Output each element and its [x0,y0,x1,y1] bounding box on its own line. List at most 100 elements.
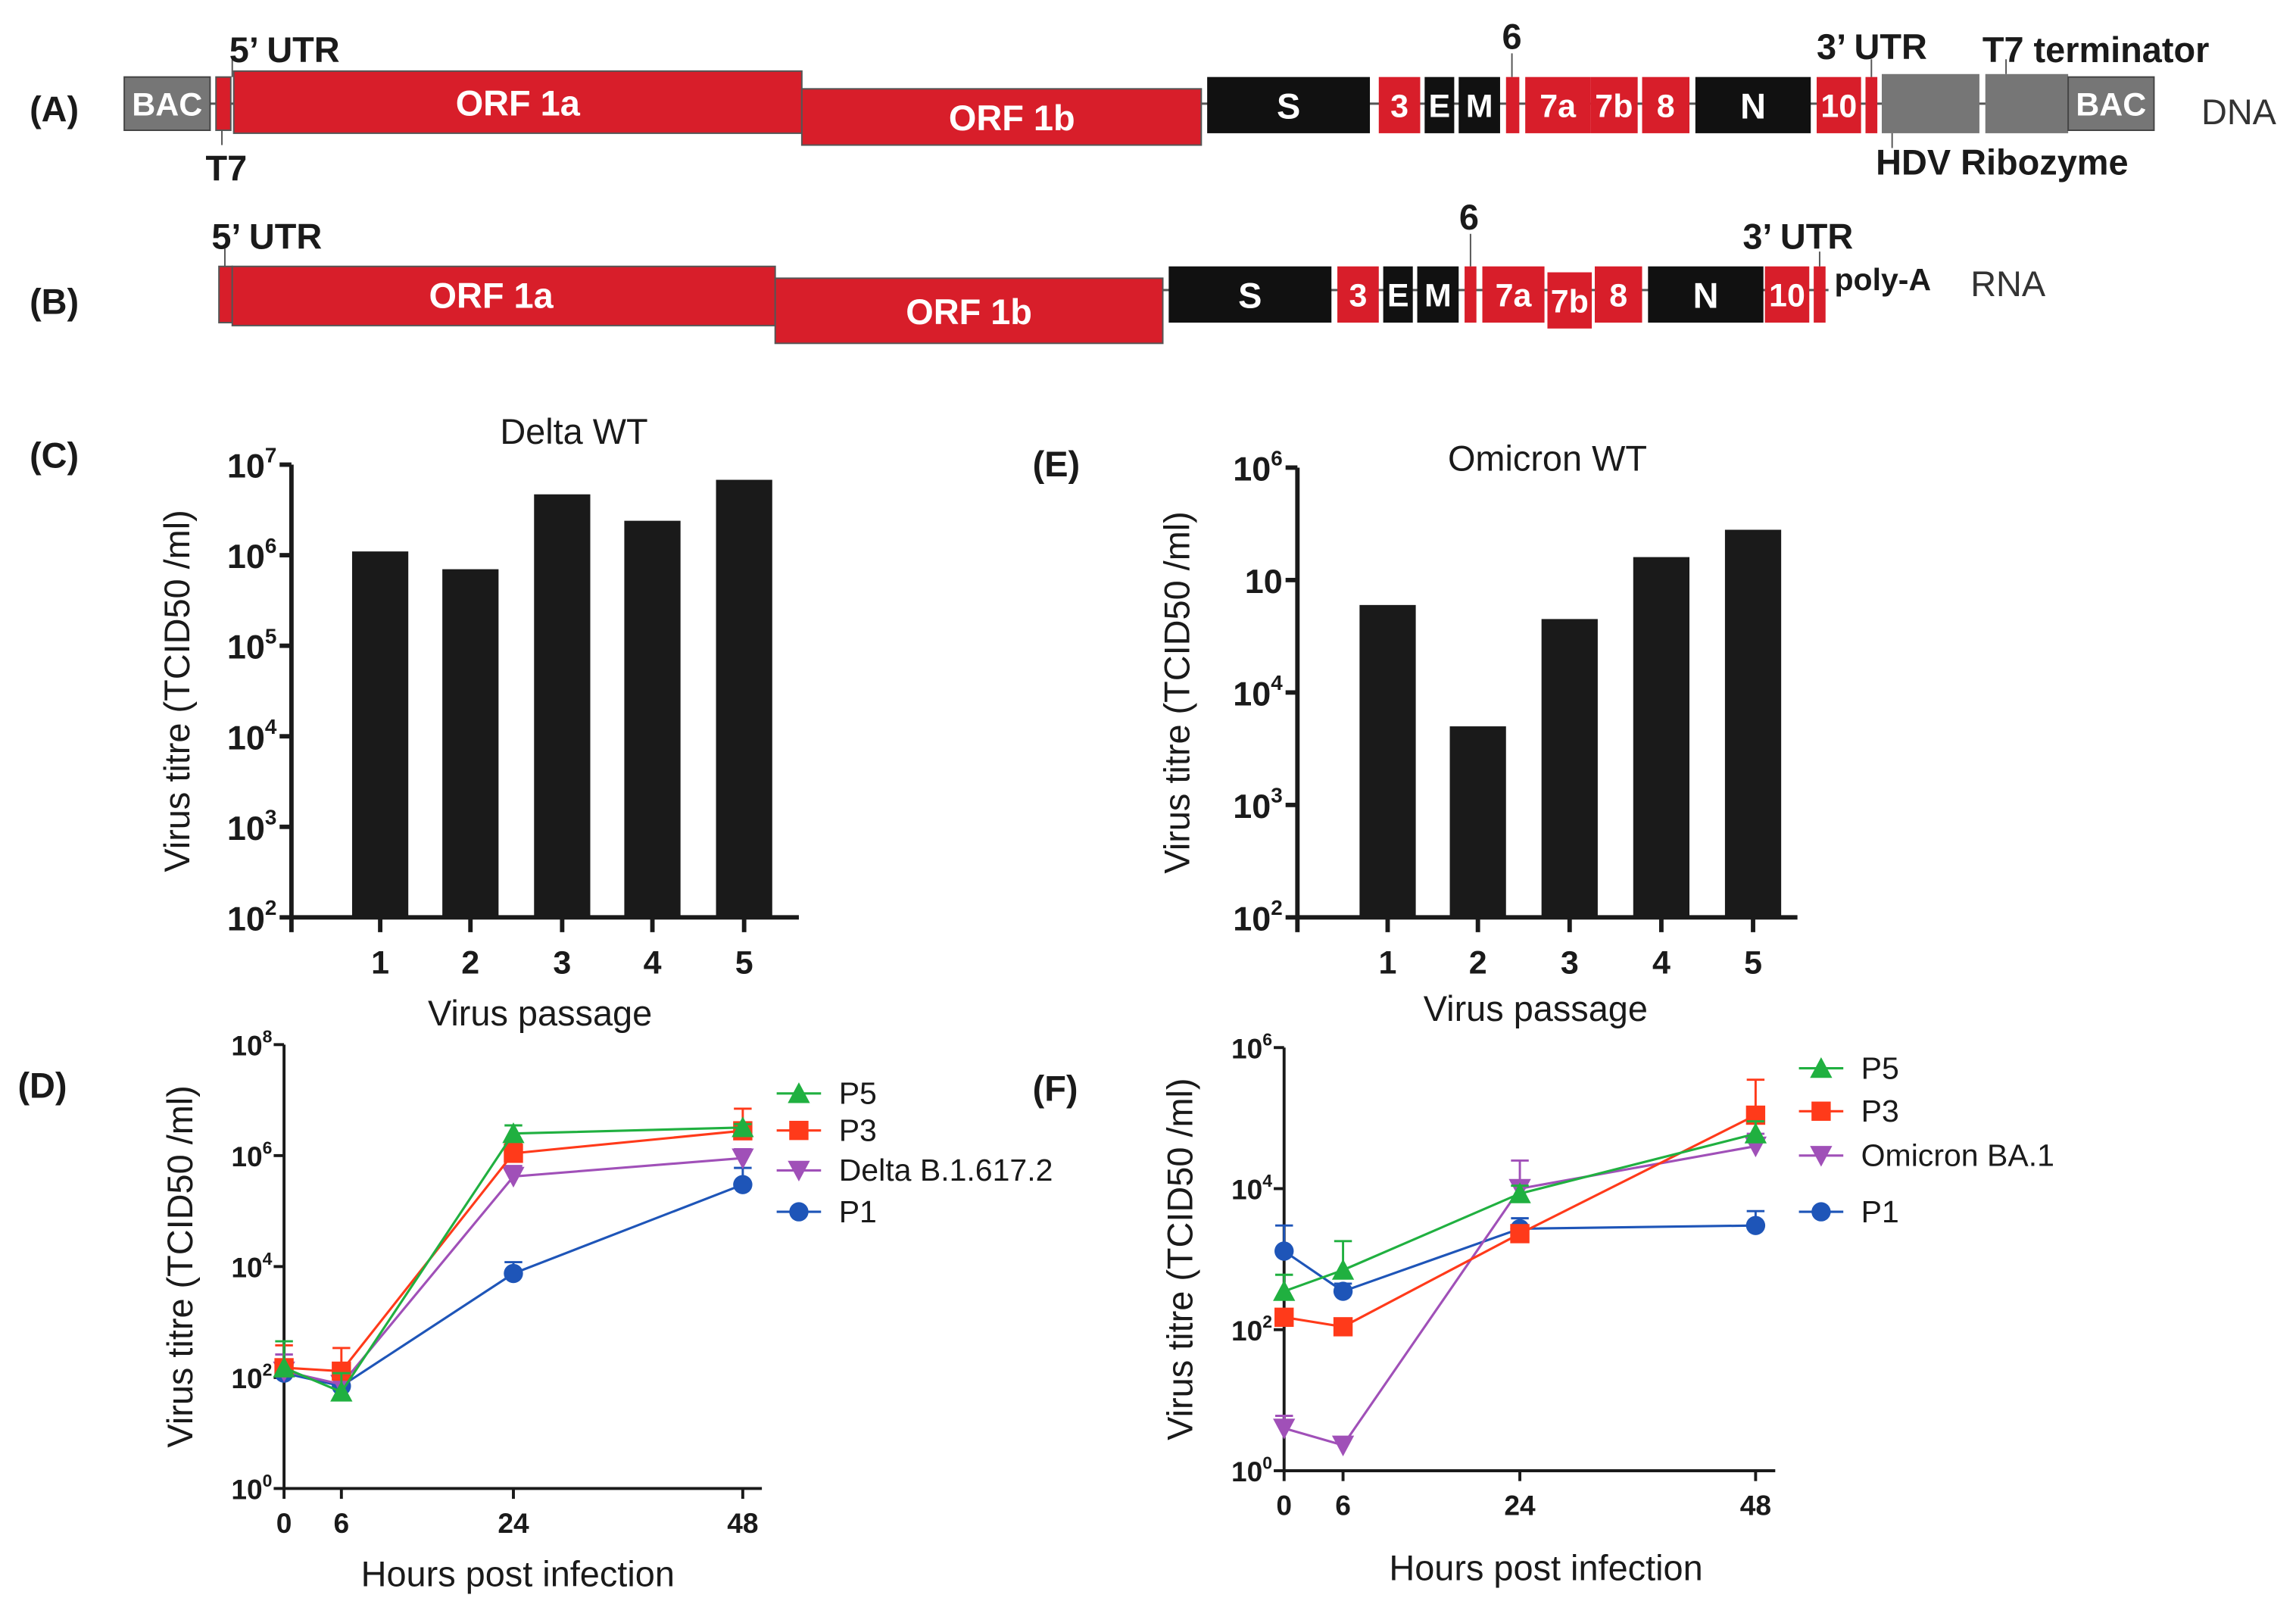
y-tick-label: 104 [231,1249,272,1284]
segment-10-dna-label: 10 [1820,88,1857,124]
segment-7b-rna [1547,272,1593,329]
segment-orf1b-rna [774,277,1164,345]
series-line-p1 [1283,1224,1756,1293]
y-tick-label: 102 [1233,896,1282,938]
point-p5-24h [502,1122,525,1144]
panel-label-a: (A) [30,89,79,129]
bar-passage-1 [1359,604,1416,918]
segment-s-rna-label: S [1238,276,1262,315]
point-delta-b-1-617-2-48h [732,1148,754,1169]
annotation-6-dna: 6 [1502,17,1522,57]
point-p1-24h [504,1263,523,1284]
series-line-omicron-ba-1 [1284,1144,1756,1447]
point-p3-24h [504,1144,523,1163]
annotation-5utr-rna: 5’ UTR [211,217,322,256]
segment-5utr-rna [218,265,233,323]
x-tick-label: 5 [1744,945,1762,982]
point-p3-0h [1274,1307,1294,1328]
legend-marker-omicron-ba-1 [1810,1146,1833,1167]
x-tick-label: 0 [1276,1490,1292,1521]
x-tick-label: 48 [727,1507,758,1539]
segment-s-dna [1207,76,1371,133]
segment-m-rna-label: M [1424,277,1452,314]
segment-orf1a-rna [231,265,776,326]
segment-6-dna [1505,76,1520,133]
chart-title: Omicron WT [1448,438,1647,478]
segment-6-rna [1465,266,1477,323]
segment-3utr-dna [1865,76,1878,133]
segment-e-rna [1383,266,1413,323]
segment-orf1a-rna-label: ORF 1a [429,276,554,315]
annotation-6-rna: 6 [1459,198,1479,237]
segment-n-rna [1648,266,1764,323]
segment-m-dna [1458,76,1500,133]
segment-3-dna [1378,76,1421,133]
x-tick-label: 3 [1561,945,1579,982]
point-p3-6h [1333,1317,1353,1337]
x-tick-label: 5 [735,945,753,982]
bar-passage-2 [442,569,499,918]
series-line-delta-b-1-617-2 [283,1156,743,1386]
panel-label-c: (C) [30,435,79,475]
point-p5-48h [1744,1122,1767,1144]
y-tick-label: 106 [1233,446,1282,488]
legend-marker-p5 [1810,1056,1833,1078]
segment-hdv-ribozyme [1881,73,1979,133]
panel-label-d: (D) [17,1066,67,1106]
bar-passage-2 [1449,726,1506,918]
x-axis-title: Hours post infection [361,1554,675,1593]
panel-label-e: (E) [1033,445,1081,484]
genome-map-rna: (B) ORF 1a ORF 1b S 3 E M 7a 7b 8 N 10 5… [30,198,2046,345]
x-tick-label: 48 [1740,1490,1771,1521]
legend-marker-p1 [1811,1202,1831,1222]
segment-10-rna-label: 10 [1769,277,1805,314]
segment-n-dna [1695,76,1811,133]
segment-8-rna [1594,266,1642,323]
legend-marker-p3 [789,1120,809,1141]
point-p1-6h [1333,1281,1353,1301]
chart-delta-wt: Delta WT 102 103 104 105 106 107 1 2 3 4 5 Virus pas… [158,412,799,1033]
segment-e-dna-label: E [1429,88,1451,124]
segment-8-dna-label: 8 [1657,88,1675,124]
point-p1-48h [733,1175,753,1194]
legend-marker-p5 [788,1082,810,1103]
bar-passage-3 [534,494,591,918]
point-p5-6h [1331,1259,1355,1280]
x-tick-label: 6 [333,1507,349,1539]
segment-e-rna-label: E [1387,277,1409,314]
annotation-t7-terminator: T7 terminator [1982,30,2210,70]
legend-marker-p1 [789,1202,809,1222]
segment-7a-dna [1525,76,1591,133]
segment-t7-terminator [1985,73,2069,133]
x-axis-title: Virus passage [1424,989,1648,1028]
molecule-type-rna: RNA [1970,264,2046,304]
point-p5-0h [1273,1280,1296,1301]
segment-orf1b-dna-label: ORF 1b [949,98,1075,138]
y-tick-label: 104 [227,715,277,757]
y-tick-label: 106 [227,534,276,576]
y-tick-label: 104 [1231,1171,1272,1206]
segment-7b-rna-label: 7b [1551,283,1589,320]
point-p5-24h [1508,1182,1531,1203]
chart-title: Delta WT [500,412,647,451]
x-tick-label: 3 [553,945,571,982]
series-line-p5 [1284,1132,1756,1293]
y-axis-title: Virus titre (TCID50 /ml) [1161,1078,1200,1440]
bar-passage-3 [1541,619,1598,918]
point-delta-b-1-617-2-24h [502,1166,525,1188]
segment-10-rna [1764,266,1810,323]
segment-3-rna-label: 3 [1349,277,1367,314]
segment-7b-dna-label: 7b [1595,88,1633,124]
segment-orf1b-dna [800,88,1203,146]
x-tick-label: 24 [1504,1490,1536,1521]
bar-passage-4 [1633,557,1690,918]
x-tick-label: 1 [371,945,389,982]
y-axis-title: Virus titre (TCID50 /ml) [1158,511,1197,873]
annotation-hdv-ribozyme: HDV Ribozyme [1876,143,2128,183]
point-p3-24h [1510,1224,1530,1244]
segment-orf1a-dna [232,70,803,134]
annotation-3utr-rna: 3’ UTR [1742,217,1853,256]
segment-7a-rna [1482,266,1545,323]
segment-3-dna-label: 3 [1390,88,1408,124]
series-line-p5 [283,1126,743,1393]
